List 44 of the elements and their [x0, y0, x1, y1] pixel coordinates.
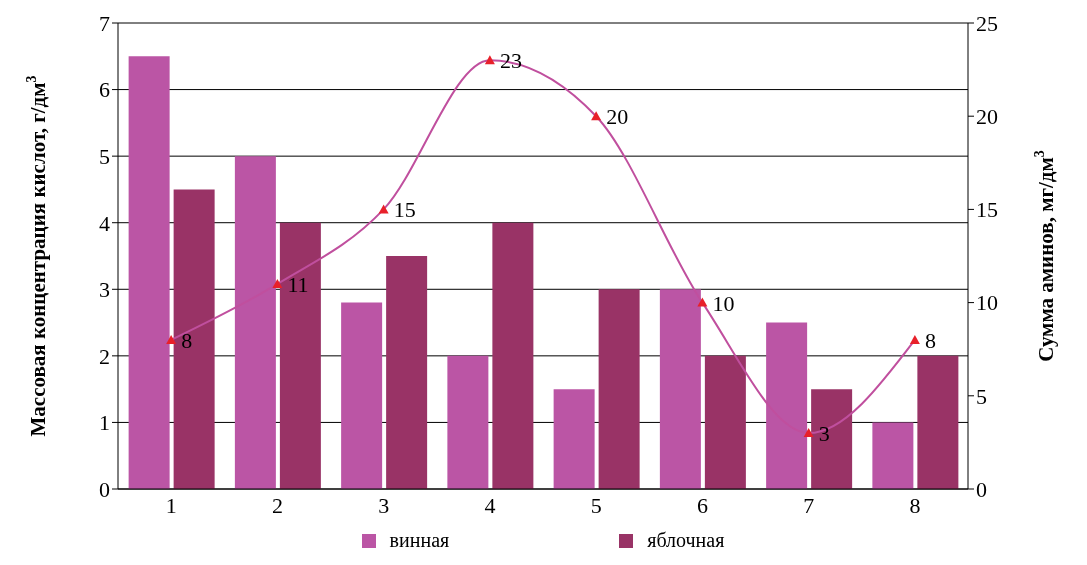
bar: [386, 256, 428, 489]
data-label: 8: [924, 327, 936, 353]
y-tick-label: 2: [99, 343, 110, 369]
data-label: 20: [606, 104, 629, 130]
y-tick-label: 0: [99, 476, 110, 502]
data-label: 10: [712, 290, 735, 316]
x-tick-label: 5: [590, 492, 602, 518]
data-label: 3: [818, 421, 830, 447]
data-label: 11: [287, 271, 309, 297]
bar: [492, 222, 534, 489]
bar: [811, 389, 853, 489]
bar: [553, 389, 595, 489]
x-tick-label: 3: [378, 492, 390, 518]
x-tick-label: 1: [165, 492, 177, 518]
bar: [917, 355, 959, 489]
y-tick-label: 4: [99, 210, 110, 236]
y-tick-label: 1: [99, 410, 110, 436]
bar: [447, 355, 489, 489]
bar: [279, 222, 321, 489]
data-label: 15: [393, 197, 416, 223]
x-tick-label: 6: [696, 492, 708, 518]
y2-tick-label: 0: [976, 476, 987, 502]
bar: [872, 422, 914, 489]
legend-label: винная: [388, 529, 450, 552]
y-tick-label: 7: [99, 10, 110, 36]
bar: [341, 302, 383, 489]
legend-label: яблочная: [646, 529, 725, 552]
x-tick-label: 8: [909, 492, 921, 518]
bar: [128, 56, 170, 489]
bar: [704, 355, 746, 489]
x-tick-label: 7: [803, 492, 815, 518]
data-label: 8: [181, 327, 193, 353]
y-tick-label: 6: [99, 77, 110, 103]
y2-tick-label: 15: [976, 197, 998, 223]
x-tick-label: 2: [271, 492, 283, 518]
y2-tick-label: 20: [976, 104, 998, 130]
y2-tick-label: 5: [976, 383, 987, 409]
y2-tick-label: 25: [976, 10, 998, 36]
bar: [598, 289, 640, 489]
y-tick-label: 3: [99, 277, 110, 303]
x-tick-label: 4: [484, 492, 496, 518]
y2-tick-label: 10: [976, 290, 998, 316]
bar: [173, 189, 215, 489]
y-tick-label: 5: [99, 143, 110, 169]
